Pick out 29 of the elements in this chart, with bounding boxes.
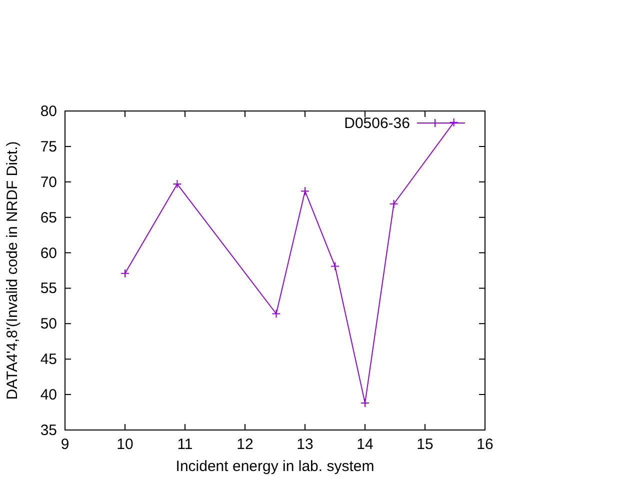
y-tick-label: 60	[40, 244, 57, 262]
y-tick-label: 65	[40, 209, 57, 226]
point	[300, 186, 310, 196]
x-tick-label: 11	[177, 436, 193, 453]
point	[360, 398, 370, 408]
point	[272, 309, 281, 318]
x-tick-label: 13	[296, 436, 314, 453]
x-tick-label: 15	[416, 436, 434, 453]
point	[389, 199, 398, 208]
point	[120, 268, 130, 278]
y-tick-label: 80	[40, 103, 57, 120]
y-tick-label: 75	[40, 138, 57, 156]
point	[330, 262, 340, 271]
y-tick-label: 70	[40, 174, 57, 191]
legend-label: D0506-36	[344, 115, 410, 132]
x-tick-label: 9	[60, 436, 70, 453]
x-axis-title: Incident energy in lab. system	[176, 458, 374, 475]
y-tick-label: 40	[40, 386, 57, 404]
x-tick-label: 14	[356, 436, 374, 453]
y-tick-label: 35	[40, 422, 57, 439]
x-tick-label: 16	[476, 436, 494, 453]
x-tick-label: 12	[236, 436, 254, 453]
y-tick-label: 50	[40, 316, 57, 333]
y-axis-title: DATA4'4,8'(Invalid code in NRDF Dict.)	[4, 141, 21, 400]
x-tick-label: 10	[116, 436, 134, 453]
point	[449, 118, 458, 127]
point	[172, 180, 182, 189]
y-tick-label: 55	[40, 280, 57, 298]
y-tick-label: 45	[40, 351, 57, 368]
